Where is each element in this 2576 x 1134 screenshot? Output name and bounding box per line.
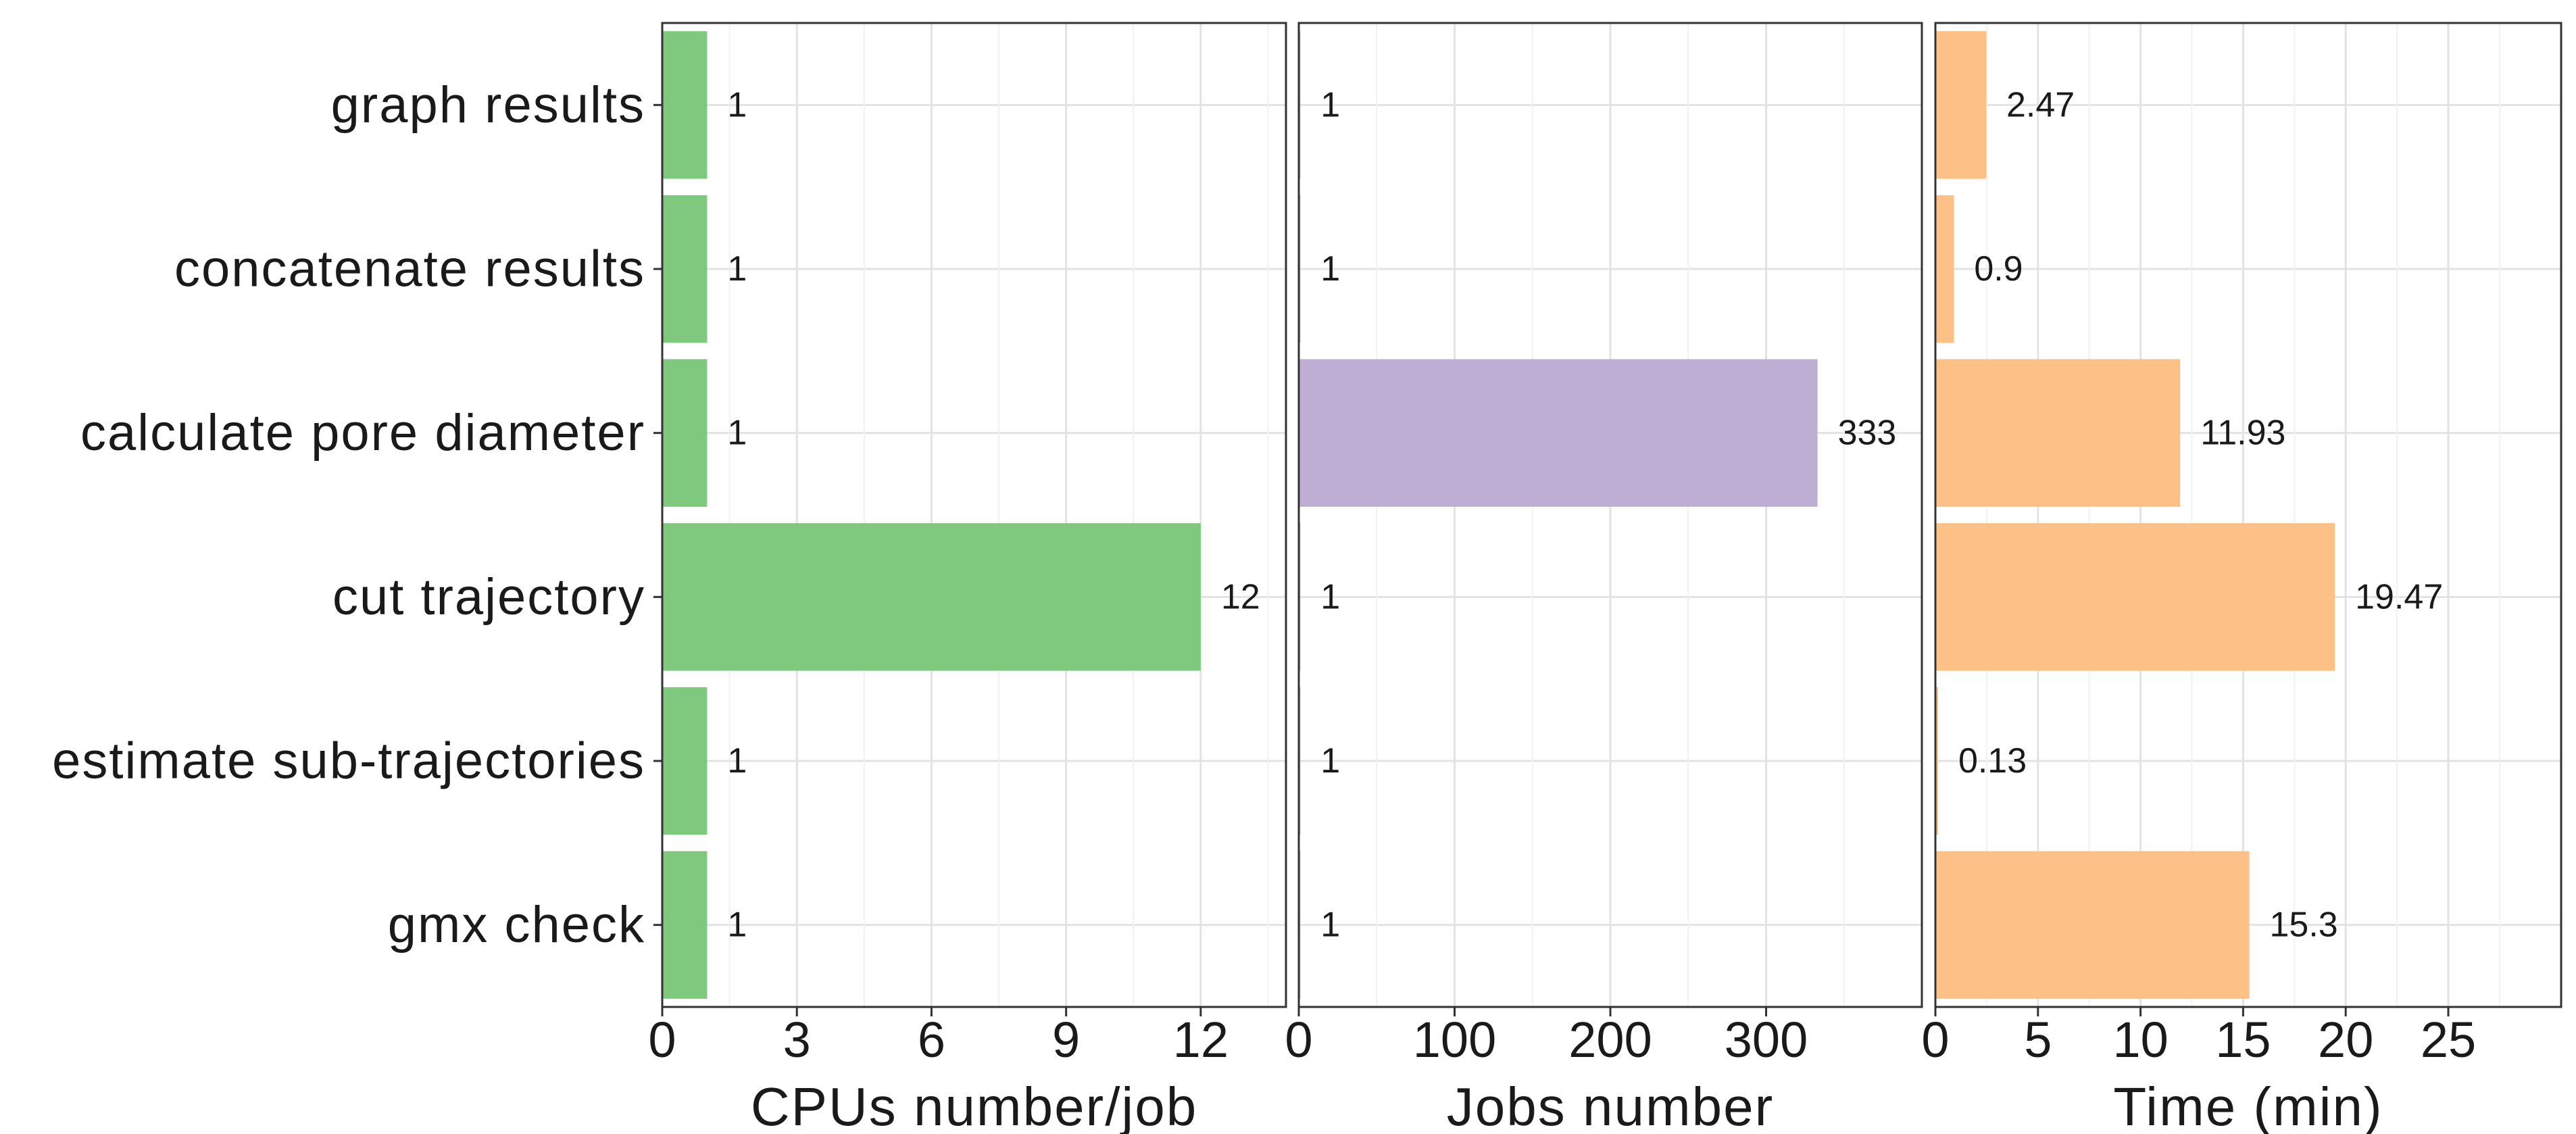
x-tick-label: 100: [1413, 1012, 1496, 1068]
bar-cpus: [662, 523, 1201, 671]
x-axis-title: Time (min): [2113, 1077, 2383, 1134]
bar-cpus: [662, 195, 708, 343]
category-label: estimate sub-trajectories: [52, 733, 645, 790]
value-label: 1: [727, 906, 747, 945]
x-tick-label: 3: [783, 1012, 811, 1068]
value-label: 1: [727, 85, 747, 124]
category-label: graph results: [331, 76, 645, 134]
value-label: 0.13: [1958, 741, 2027, 781]
x-tick-label: 25: [2421, 1012, 2476, 1068]
value-label: 333: [1838, 414, 1897, 453]
bar-cpus: [662, 687, 708, 835]
x-tick-label: 0: [648, 1012, 676, 1068]
panel-cpus: 1 1 1 12 1 1 0 3 6 9 12 CPUs number/job: [648, 22, 1287, 1134]
x-tick-label: 20: [2318, 1012, 2373, 1068]
category-label: cut trajectory: [332, 568, 645, 626]
value-label: 1: [1320, 85, 1340, 124]
category-label: calculate pore diameter: [80, 404, 645, 462]
value-label: 1: [727, 741, 747, 781]
value-label: 1: [727, 249, 747, 289]
x-tick-label: 200: [1568, 1012, 1652, 1068]
x-tick-label: 0: [1921, 1012, 1949, 1068]
value-label: 0.9: [1974, 249, 2023, 289]
x-axis-title: Jobs number: [1447, 1077, 1774, 1134]
bar-time: [1935, 851, 2250, 999]
x-tick-label: 12: [1173, 1012, 1229, 1068]
bar-cpus: [662, 851, 708, 999]
x-tick-label: 0: [1285, 1012, 1312, 1068]
value-label: 1: [1320, 249, 1340, 289]
value-label: 1: [1320, 577, 1340, 616]
panel-jobs: 1 1 333 1 1 1 0 100 200 300 Jobs number: [1285, 22, 1923, 1134]
value-label: 15.3: [2270, 906, 2338, 945]
bar-cpus: [662, 31, 708, 179]
bar-time: [1935, 195, 1954, 343]
value-label: 1: [727, 414, 747, 453]
category-label: gmx check: [388, 896, 645, 954]
x-axis-title: CPUs number/job: [751, 1077, 1197, 1134]
value-label: 1: [1320, 906, 1340, 945]
panel-border: [1934, 22, 2562, 1008]
x-tick-label: 300: [1725, 1012, 1808, 1068]
x-tick-label: 15: [2215, 1012, 2271, 1068]
x-tick-label: 6: [918, 1012, 945, 1068]
bar-cpus: [662, 359, 708, 507]
bar-jobs: [1299, 359, 1818, 507]
value-label: 2.47: [2006, 85, 2075, 124]
panel-time: 2.47 0.9 11.93 19.47 0.13 15.3 0 5 10 15 20 25 Time …: [1921, 22, 2562, 1134]
x-tick-label: 5: [2024, 1012, 2052, 1068]
value-label: 1: [1320, 741, 1340, 781]
x-tick-label: 10: [2112, 1012, 2168, 1068]
category-label: concatenate results: [174, 241, 645, 298]
category-labels: graph results concatenate results calculat…: [52, 76, 662, 954]
bar-time: [1935, 523, 2335, 671]
bar-time: [1935, 359, 2181, 507]
value-label: 12: [1221, 577, 1260, 616]
value-label: 11.93: [2200, 414, 2285, 453]
x-tick-label: 9: [1052, 1012, 1080, 1068]
bar-time: [1935, 687, 1938, 835]
bar-time: [1935, 31, 1986, 179]
value-label: 19.47: [2355, 577, 2443, 616]
panel-border: [661, 22, 1287, 1008]
